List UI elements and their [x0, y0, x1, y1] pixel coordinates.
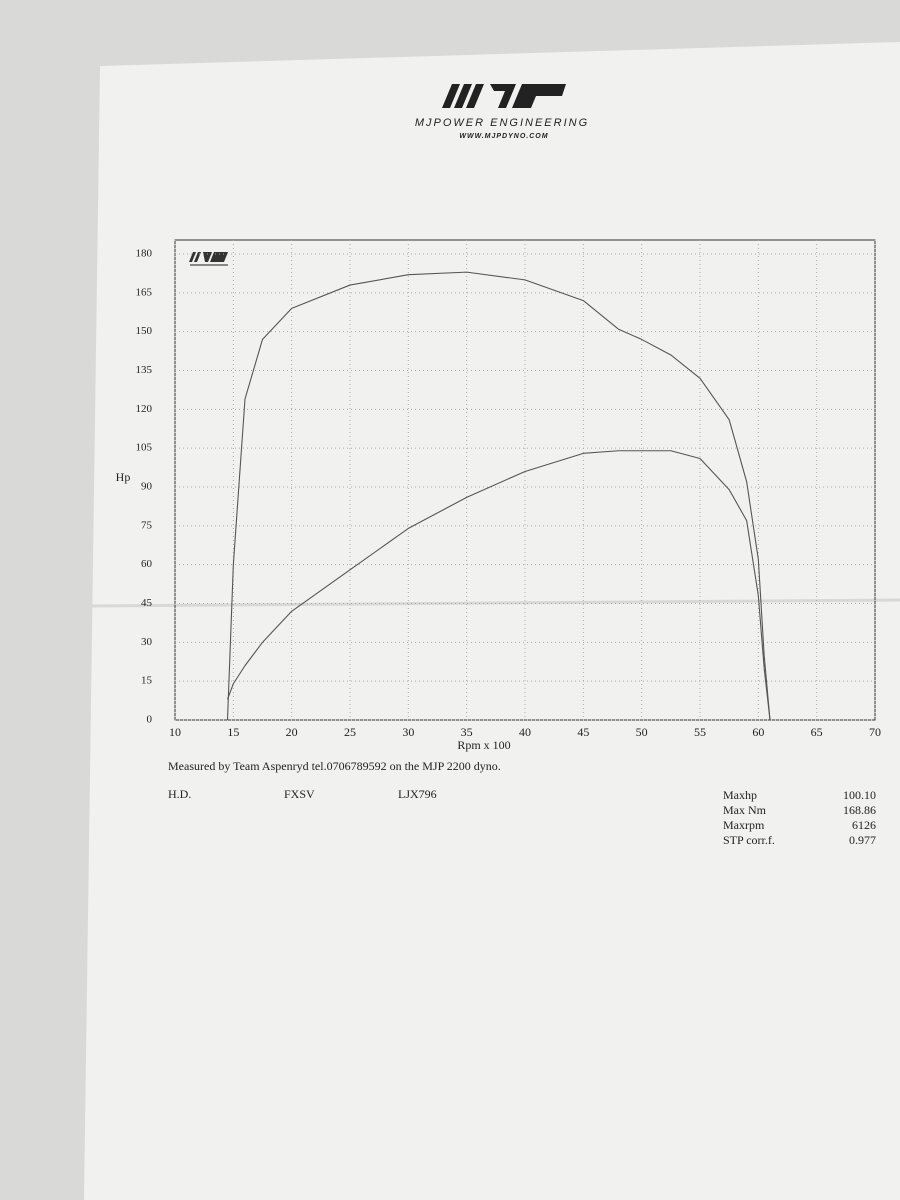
vehicle-model: FXSV [284, 787, 315, 801]
stat-value: 100.10 [843, 788, 876, 802]
x-tick-label: 40 [519, 725, 531, 739]
x-tick-label: 35 [461, 725, 473, 739]
vehicle-make: H.D. [168, 787, 191, 801]
stat-value: 0.977 [849, 833, 876, 847]
y-axis-label: Hp [116, 470, 131, 484]
y-tick-label: 60 [141, 558, 153, 570]
stat-label: Max Nm [723, 803, 767, 817]
y-tick-label: 150 [136, 325, 153, 337]
x-tick-label: 55 [694, 725, 706, 739]
y-tick-label: 180 [136, 248, 153, 260]
stat-value: 168.86 [843, 803, 876, 817]
x-tick-label: 60 [752, 725, 764, 739]
logo [442, 84, 566, 108]
brand: MJPower Engineering [415, 117, 589, 129]
data-line [226, 271, 771, 721]
x-tick-label: 20 [286, 725, 298, 739]
y-tick-label: 15 [141, 675, 153, 687]
paper [84, 42, 900, 1200]
y-tick-label: 45 [141, 597, 153, 609]
website: www.mjpdyno.com [459, 133, 548, 140]
stat-label: STP corr.f. [723, 833, 775, 847]
x-tick-label: 65 [811, 725, 823, 739]
x-tick-label: 10 [169, 725, 181, 739]
y-tick-label: 135 [136, 364, 153, 376]
x-tick-label: 30 [402, 725, 414, 739]
stat-label: Maxrpm [723, 818, 765, 832]
y-tick-label: 90 [141, 481, 153, 493]
x-tick-label: 50 [636, 725, 648, 739]
y-tick-label: 0 [147, 714, 153, 726]
x-axis-label: Rpm x 100 [457, 738, 510, 752]
y-tick-label: 30 [141, 636, 153, 648]
x-tick-label: 15 [227, 725, 239, 739]
y-tick-label: 165 [136, 286, 153, 298]
y-tick-label: 120 [136, 403, 153, 415]
data-line [226, 450, 771, 721]
vehicle-plate: LJX796 [398, 787, 437, 801]
x-tick-label: 70 [869, 725, 881, 739]
x-tick-label: 25 [344, 725, 356, 739]
stat-label: Maxhp [723, 788, 757, 802]
measurement-note: Measured by Team Aspenryd tel.0706789592… [168, 759, 501, 773]
stat-value: 6126 [852, 818, 876, 832]
y-tick-label: 105 [136, 442, 153, 454]
x-tick-label: 45 [577, 725, 589, 739]
y-tick-label: 75 [141, 519, 153, 531]
